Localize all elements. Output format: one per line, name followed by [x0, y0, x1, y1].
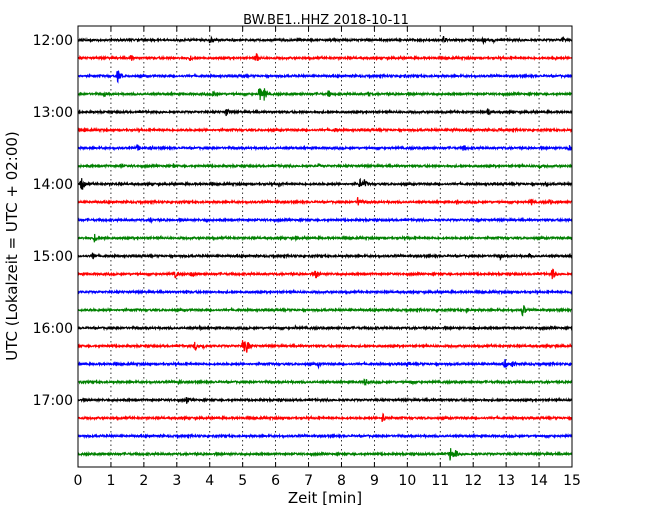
- seismogram-trace: [77, 252, 573, 262]
- seismogram-trace: [77, 53, 573, 62]
- x-tick-label: 3: [172, 473, 181, 489]
- x-tick-label: 9: [370, 473, 379, 489]
- x-tick-label: 12: [464, 473, 482, 489]
- y-axis-label: UTC (Lokalzeit = UTC + 02:00): [3, 131, 21, 361]
- seismogram-trace: [77, 288, 573, 296]
- y-tick-label: 17:00: [33, 393, 73, 409]
- seismogram-trace: [77, 378, 573, 386]
- y-tick-label: 16:00: [33, 321, 73, 337]
- seismogram-trace: [77, 432, 573, 440]
- seismogram-trace: [77, 162, 573, 170]
- y-tick-label: 15:00: [33, 249, 73, 265]
- seismogram-trace: [77, 340, 573, 353]
- x-tick-label: 5: [238, 473, 247, 489]
- seismogram-trace: [77, 448, 573, 461]
- y-tick-labels: 12:00 13:00 14:00 15:00 16:00 17:00: [33, 33, 73, 409]
- x-tick-label: 15: [563, 473, 581, 489]
- x-tick-label: 10: [398, 473, 416, 489]
- y-tick-label: 13:00: [33, 105, 73, 121]
- seismogram-trace: [77, 305, 573, 317]
- seismogram-trace: [77, 126, 573, 134]
- x-tick-label: 8: [337, 473, 346, 489]
- seismogram-trace: [77, 177, 573, 190]
- seismogram-trace: [77, 143, 573, 152]
- x-tick-label: 6: [271, 473, 280, 489]
- x-tick-label: 11: [431, 473, 449, 489]
- x-tick-labels: 0 1 2 3 4 5 6 7 8 9 10 11 12 13 14 15: [74, 473, 581, 489]
- seismogram-trace: [77, 396, 573, 404]
- axis-ticks: [77, 26, 573, 467]
- seismogram-traces: [77, 35, 573, 461]
- y-tick-label: 12:00: [33, 33, 73, 49]
- x-tick-label: 4: [205, 473, 214, 489]
- seismogram-trace: [77, 268, 573, 280]
- seismogram-trace: [77, 69, 573, 84]
- x-tick-label: 14: [530, 473, 548, 489]
- x-tick-label: 2: [139, 473, 148, 489]
- x-tick-label: 13: [497, 473, 515, 489]
- seismogram-trace: [77, 412, 573, 422]
- seismogram-trace: [77, 216, 573, 224]
- seismogram-trace: [77, 108, 573, 117]
- seismogram-trace: [77, 35, 573, 46]
- chart-title: BW.BE1..HHZ 2018-10-11: [243, 13, 409, 28]
- seismogram-trace: [77, 359, 573, 370]
- x-tick-label: 7: [304, 473, 313, 489]
- x-axis-label: Zeit [min]: [288, 489, 362, 507]
- seismogram-trace: [77, 88, 573, 101]
- plot-frame: [77, 25, 573, 468]
- x-tick-label: 0: [74, 473, 83, 489]
- seismogram-trace: [77, 324, 573, 332]
- seismogram-trace: [77, 233, 573, 243]
- y-tick-label: 14:00: [33, 177, 73, 193]
- grid-lines: [110, 26, 540, 467]
- x-tick-label: 1: [106, 473, 115, 489]
- seismogram-trace: [77, 196, 573, 206]
